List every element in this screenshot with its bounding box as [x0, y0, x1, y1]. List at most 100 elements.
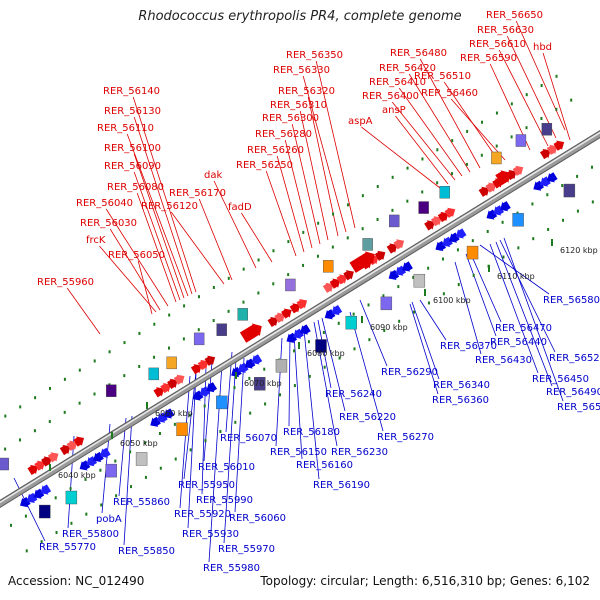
reverse-gene-arrow	[40, 484, 52, 495]
tick-dot	[495, 144, 498, 148]
reverse-gene-label: RER_55970	[218, 544, 275, 555]
reverse-gene-label: RER_56240	[325, 389, 382, 400]
reverse-gene-label: RER_56580	[543, 295, 600, 306]
tick-dot	[248, 376, 251, 380]
forward-leader-line	[109, 228, 161, 311]
reverse-leader-line	[465, 253, 497, 337]
forward-gene-arrow	[374, 250, 386, 261]
reverse-gene-label: RER_55930	[182, 529, 239, 540]
forward-feature-box	[237, 308, 248, 321]
forward-gene-label: RER_56120	[141, 201, 198, 212]
forward-gene-label: RER_56650	[486, 10, 543, 21]
backbone-highlight	[0, 131, 600, 504]
forward-gene-arrow	[73, 436, 85, 447]
tick-dot	[531, 202, 534, 206]
reverse-leader-line	[495, 241, 553, 387]
tick-dot	[278, 393, 281, 397]
forward-leader-line	[66, 287, 101, 335]
forward-gene-label: RER_56050	[108, 250, 165, 261]
forward-feature-box	[389, 214, 400, 228]
forward-gene-label: RER_56350	[286, 50, 343, 61]
reverse-feature-box	[275, 358, 288, 373]
reverse-leader-line	[359, 299, 388, 367]
reverse-leader-lines	[13, 237, 564, 563]
tick-dot	[352, 312, 355, 316]
forward-gene-arrow	[424, 220, 435, 231]
reverse-gene-label: RER_55980	[203, 563, 260, 574]
tick-dot	[63, 410, 66, 414]
forward-gene-arrow	[343, 270, 354, 281]
forward-gene-label: RER_55960	[37, 277, 94, 288]
tick-mark	[298, 342, 300, 349]
tick-dot	[129, 450, 132, 454]
forward-gene-label: RER_56280	[255, 129, 312, 140]
tick-dot	[144, 441, 147, 445]
tick-dot	[257, 291, 260, 295]
forward-leader-line	[276, 155, 305, 253]
reverse-feature-box	[254, 377, 266, 391]
tick-dot	[188, 413, 191, 417]
tick-dot	[197, 295, 200, 299]
tick-dot	[212, 286, 215, 290]
reverse-leader-line	[503, 237, 564, 402]
reverse-leader-line	[409, 303, 439, 395]
forward-leader-line	[133, 171, 181, 301]
forward-feature-box	[216, 323, 227, 336]
tick-dot	[197, 328, 200, 332]
reverse-gene-label: RER_56370	[440, 341, 497, 352]
forward-gene-arrow	[289, 303, 301, 314]
tick-dot	[322, 330, 325, 334]
forward-leader-line	[284, 139, 313, 249]
forward-gene-arrow	[167, 378, 178, 389]
tick-dot	[212, 319, 215, 323]
forward-leader-line	[137, 260, 153, 315]
forward-gene-label: frcK	[86, 235, 106, 246]
tick-dot	[93, 392, 96, 396]
tick-dot	[590, 165, 593, 169]
reverse-gene-label: RER_56190	[313, 480, 370, 491]
tick-dot	[159, 466, 162, 470]
tick-dot	[144, 475, 147, 479]
tick-dot	[204, 439, 207, 443]
forward-leader-line	[99, 245, 157, 313]
tick-dot	[182, 337, 185, 341]
tick-mark	[488, 265, 490, 272]
reverse-gene-label: RER_56430	[475, 355, 532, 366]
forward-gene-arrow	[66, 440, 78, 451]
tick-dot	[4, 447, 7, 451]
forward-feature-box	[193, 332, 205, 346]
scale-tick-label: 6050 kbp	[120, 439, 158, 448]
forward-leader-line	[391, 101, 456, 181]
forward-gene-label: RER_56420	[379, 63, 436, 74]
tick-dot	[486, 229, 489, 233]
tick-dot	[308, 374, 311, 378]
reverse-leader-line	[288, 335, 291, 427]
forward-gene-label: RER_56630	[477, 25, 534, 36]
forward-gene-arrow	[553, 140, 565, 151]
tick-dot	[591, 200, 594, 204]
tick-dot	[555, 107, 558, 111]
tick-dot	[406, 166, 409, 170]
tick-dot	[19, 438, 22, 442]
tick-dot	[108, 350, 111, 354]
tick-dot	[525, 93, 528, 97]
reverse-gene-arrow	[331, 304, 343, 316]
forward-gene-arrow	[546, 144, 558, 155]
reverse-feature-box	[39, 504, 51, 519]
tick-dot	[174, 457, 177, 461]
forward-gene-label: RER_56030	[80, 218, 137, 229]
tick-dot	[158, 432, 161, 436]
reverse-feature-box	[345, 315, 357, 330]
reverse-feature-box	[466, 245, 479, 260]
tick-dot	[421, 157, 424, 161]
forward-gene-arrow	[437, 211, 449, 223]
reverse-feature-box	[135, 452, 148, 466]
tick-dot	[397, 285, 400, 289]
reverse-leader-line	[275, 337, 283, 447]
tick-dot	[130, 485, 133, 489]
forward-gene-label: RER_56090	[104, 161, 161, 172]
tick-dot	[85, 512, 88, 516]
tick-dot	[502, 255, 505, 259]
forward-feature-box	[106, 384, 117, 397]
